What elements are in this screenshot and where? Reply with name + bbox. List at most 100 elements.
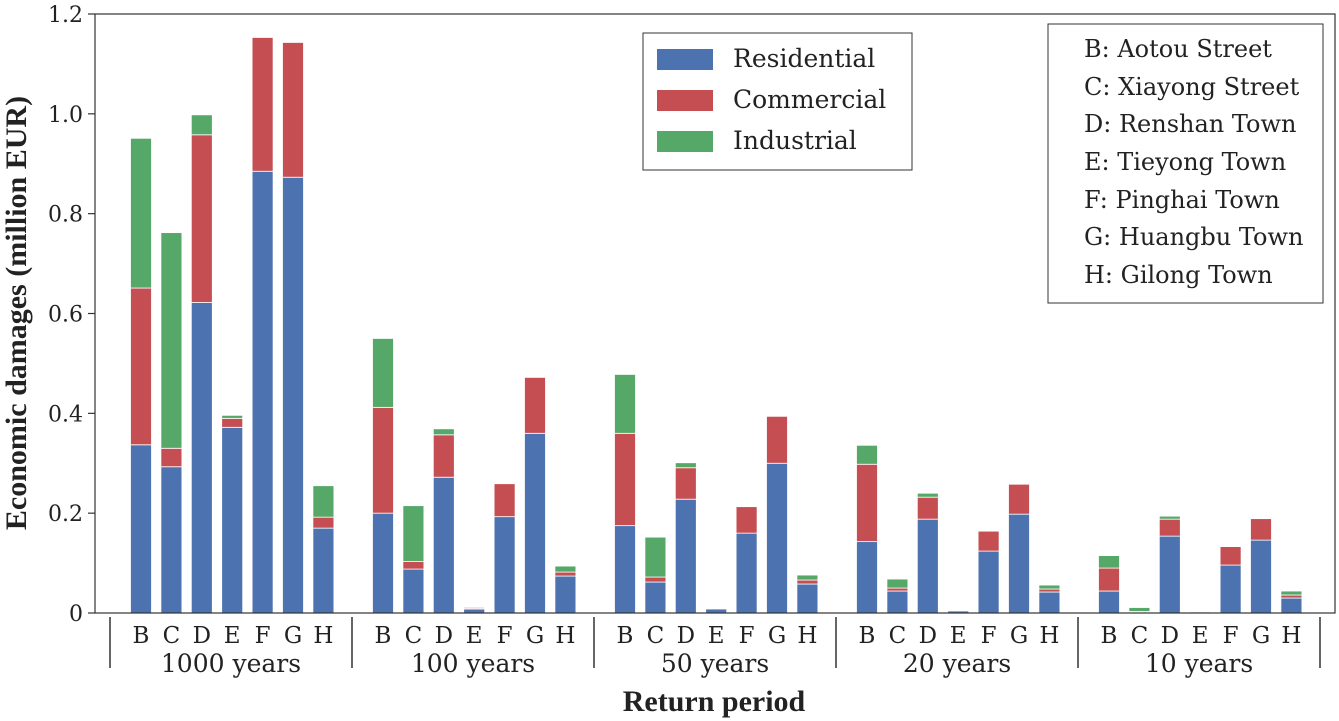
- x-category-label: G: [768, 623, 786, 649]
- bar-industrial-10-years-C: [1128, 607, 1151, 612]
- x-category-label: C: [647, 623, 665, 649]
- x-category-label: F: [497, 623, 513, 649]
- bar-commercial-50-years-G: [766, 415, 788, 464]
- x-category-label: D: [677, 623, 695, 649]
- bar-commercial-50-years-D: [674, 467, 697, 500]
- bar-commercial-100-years-F: [493, 483, 516, 518]
- y-tick-label: 1.2: [48, 3, 83, 28]
- bar-commercial-1000-years-D: [190, 134, 213, 303]
- key-entry-h: H: Gilong Town: [1084, 261, 1273, 289]
- bar-residential-1000-years-B: [130, 444, 152, 614]
- x-group-label: 1000 years: [161, 649, 301, 678]
- bar-commercial-100-years-D: [432, 434, 455, 478]
- bar-industrial-1000-years-H: [312, 485, 335, 518]
- y-tick-label: 1.0: [48, 103, 83, 128]
- bar-commercial-20-years-G: [1008, 483, 1030, 515]
- bar-industrial-100-years-C: [402, 505, 425, 562]
- bar-industrial-50-years-H: [796, 574, 819, 581]
- x-category-label: E: [950, 623, 967, 649]
- bar-residential-10-years-G: [1250, 539, 1272, 614]
- bar-industrial-100-years-B: [372, 338, 394, 408]
- bar-residential-20-years-F: [977, 550, 1000, 614]
- bar-industrial-10-years-B: [1098, 555, 1120, 569]
- bar-residential-1000-years-F: [251, 170, 274, 614]
- x-category-label: D: [193, 623, 211, 649]
- legend-swatch-commercial: [657, 90, 713, 111]
- x-category-label: H: [1281, 623, 1301, 649]
- x-group-label: 100 years: [411, 649, 535, 678]
- bar-commercial-1000-years-F: [251, 37, 274, 172]
- bar-industrial-100-years-D: [432, 428, 455, 436]
- bar-industrial-20-years-C: [886, 578, 909, 589]
- bar-residential-10-years-D: [1158, 535, 1181, 614]
- bar-commercial-50-years-C: [644, 576, 667, 583]
- bar-residential-50-years-D: [674, 498, 697, 614]
- bar-residential-1000-years-H: [312, 527, 335, 614]
- bar-industrial-10-years-D: [1158, 515, 1181, 520]
- x-category-label: E: [1192, 623, 1209, 649]
- key-entry-c: C: Xiayong Street: [1084, 73, 1300, 101]
- bar-industrial-10-years-H: [1280, 590, 1303, 596]
- bar-commercial-100-years-H: [554, 571, 577, 577]
- bar-commercial-20-years-H: [1038, 588, 1061, 593]
- bar-residential-1000-years-C: [160, 466, 183, 614]
- bar-commercial-10-years-H: [1280, 594, 1303, 599]
- bar-residential-20-years-B: [856, 541, 878, 614]
- bar-commercial-1000-years-B: [130, 287, 152, 446]
- bar-residential-100-years-H: [554, 575, 577, 614]
- bar-commercial-1000-years-C: [160, 447, 183, 468]
- x-category-label: C: [1131, 623, 1149, 649]
- key-entry-e: E: Tieyong Town: [1084, 148, 1286, 176]
- bar-commercial-20-years-D: [916, 496, 939, 520]
- x-category-label: F: [739, 623, 755, 649]
- x-category-label: F: [981, 623, 997, 649]
- bar-residential-50-years-B: [614, 525, 636, 614]
- bar-commercial-10-years-D: [1158, 518, 1181, 537]
- bar-commercial-50-years-F: [735, 506, 758, 534]
- x-category-label: B: [1101, 623, 1118, 649]
- location-key-frame: [1047, 23, 1324, 304]
- bar-industrial-1000-years-B: [130, 137, 152, 289]
- y-tick-label: 0.8: [48, 203, 83, 228]
- x-category-label: G: [284, 623, 302, 649]
- bar-industrial-20-years-B: [856, 444, 878, 465]
- x-category-label: B: [133, 623, 150, 649]
- bar-residential-100-years-B: [372, 512, 394, 614]
- location-key-box: B: Aotou Street C: Xiayong Street D: Ren…: [1047, 23, 1324, 304]
- bar-industrial-50-years-C: [644, 536, 667, 578]
- x-category-label: F: [255, 623, 271, 649]
- x-category-label: D: [919, 623, 937, 649]
- bar-industrial-100-years-E: [463, 606, 486, 609]
- legend-swatch-industrial: [657, 131, 713, 152]
- bar-residential-1000-years-G: [282, 176, 304, 614]
- y-axis-title: Economic damages (million EUR): [0, 96, 33, 530]
- bar-commercial-20-years-F: [977, 530, 1000, 552]
- bar-commercial-10-years-G: [1250, 518, 1272, 541]
- bar-industrial-1000-years-C: [160, 232, 183, 449]
- x-category-label: E: [466, 623, 483, 649]
- x-category-label: C: [163, 623, 181, 649]
- bar-commercial-50-years-H: [796, 579, 819, 585]
- bar-commercial-10-years-B: [1098, 567, 1120, 592]
- x-category-label: C: [405, 623, 423, 649]
- bar-industrial-100-years-H: [554, 565, 577, 573]
- bar-industrial-20-years-H: [1038, 584, 1061, 590]
- x-category-label: B: [859, 623, 876, 649]
- bar-commercial-10-years-F: [1219, 546, 1242, 566]
- bar-residential-10-years-B: [1098, 590, 1120, 614]
- x-category-label: D: [1161, 623, 1179, 649]
- bar-residential-10-years-H: [1280, 597, 1303, 614]
- bar-residential-1000-years-E: [221, 426, 244, 614]
- bar-residential-100-years-G: [524, 432, 546, 614]
- bar-industrial-1000-years-E: [221, 414, 244, 419]
- bar-residential-20-years-H: [1038, 591, 1061, 614]
- bar-industrial-1000-years-D: [190, 114, 213, 136]
- key-entry-g: G: Huangbu Town: [1084, 223, 1303, 251]
- plot-layer: [130, 37, 1303, 614]
- key-entry-f: F: Pinghai Town: [1084, 186, 1280, 214]
- key-entry-d: D: Renshan Town: [1084, 110, 1296, 138]
- x-category-label: H: [1039, 623, 1059, 649]
- legend-swatch-residential: [657, 49, 713, 70]
- x-group-label: 20 years: [903, 649, 1011, 678]
